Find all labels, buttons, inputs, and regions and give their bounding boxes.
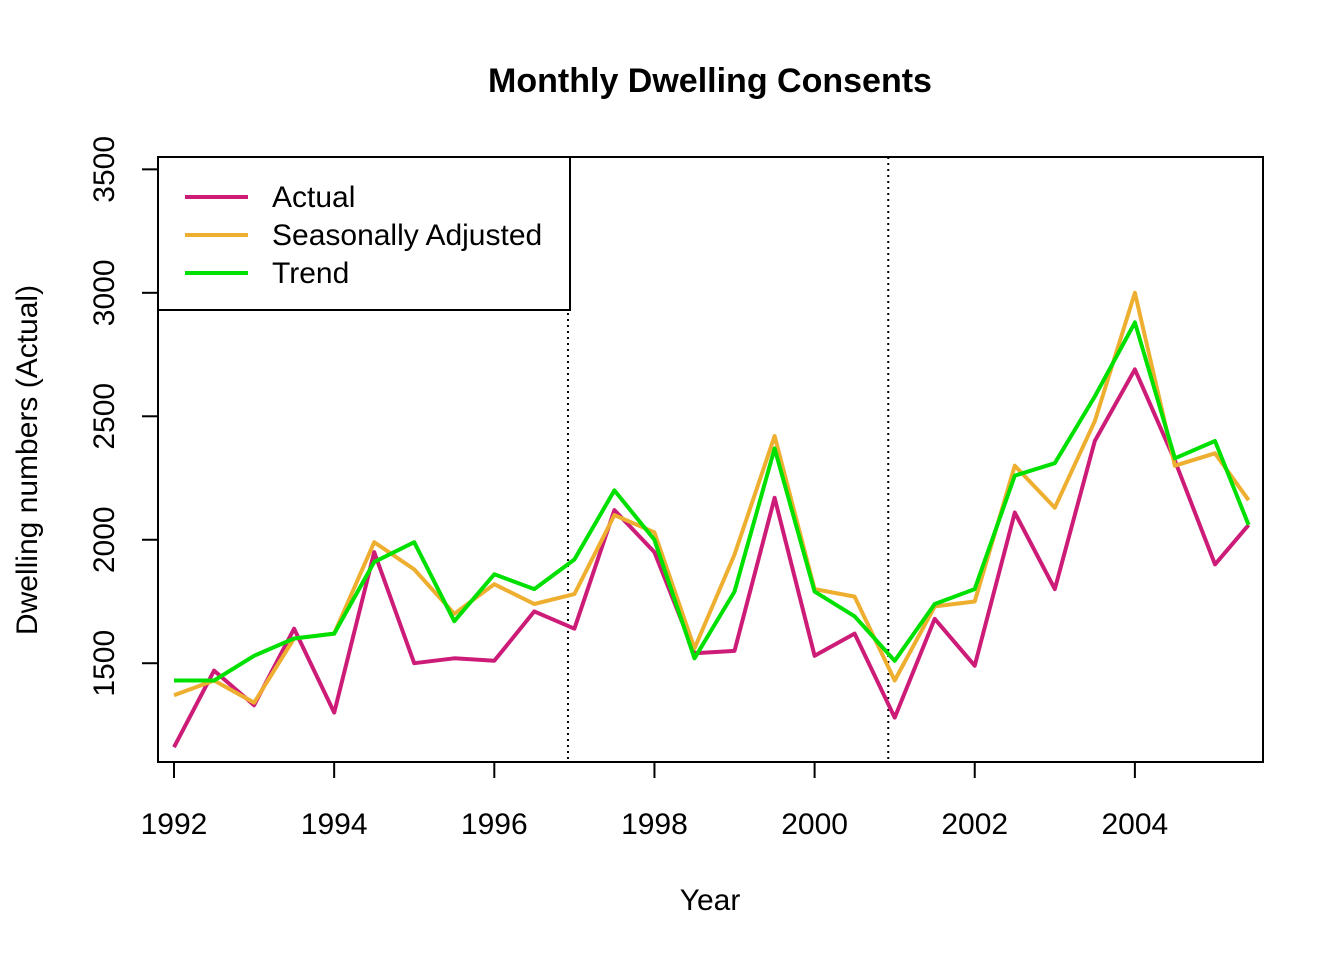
y-tick-label: 2500 — [88, 383, 121, 450]
legend-label: Trend — [272, 257, 349, 290]
x-tick-label: 1992 — [141, 808, 208, 841]
series-line-seasonally-adjusted — [173, 290, 1251, 705]
x-tick-label: 1996 — [461, 808, 528, 841]
x-tick-label: 2000 — [781, 808, 848, 841]
y-axis-label: Dwelling numbers (Actual) — [11, 285, 44, 635]
legend-label: Seasonally Adjusted — [272, 219, 542, 252]
chart-title: Monthly Dwelling Consents — [488, 62, 932, 100]
series-line-actual — [172, 367, 1251, 749]
x-tick-label: 2004 — [1102, 808, 1169, 841]
x-tick-label: 1994 — [301, 808, 368, 841]
x-tick-label: 1998 — [621, 808, 688, 841]
y-tick-label: 3000 — [88, 259, 121, 326]
y-tick-label: 2000 — [88, 506, 121, 573]
series-line-trend — [174, 320, 1251, 683]
y-tick-label: 3500 — [88, 136, 121, 203]
x-axis-label: Year — [680, 884, 741, 917]
legend-label: Actual — [272, 181, 355, 214]
y-tick-label: 1500 — [88, 630, 121, 697]
x-tick-label: 2002 — [941, 808, 1008, 841]
plot-frame — [157, 156, 1264, 763]
